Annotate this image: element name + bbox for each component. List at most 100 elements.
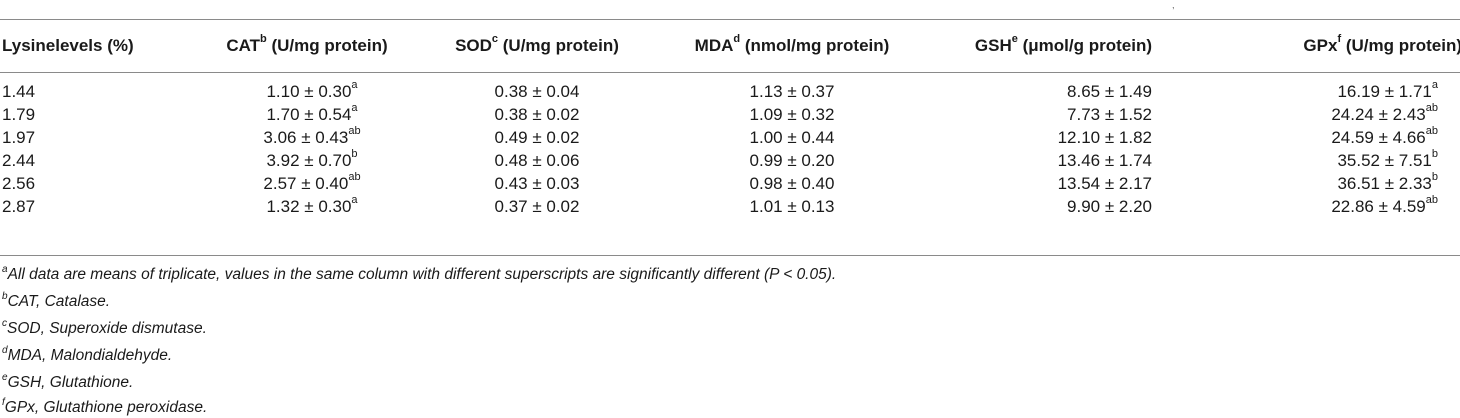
footnote: aAll data are means of triplicate, value… — [2, 264, 837, 284]
cell-superscript: ab — [348, 124, 361, 137]
cell-value: 24.24 ± 2.43 — [1331, 104, 1426, 124]
cell-superscript: ab — [1425, 124, 1438, 137]
table-body: 1.44 1.10 ± 0.30a 0.38 ± 0.04 1.13 ± 0.37 8.… — [0, 72, 1460, 218]
bottom-rule — [0, 255, 1460, 256]
cell-superscript: b — [351, 147, 358, 160]
footnote-marker: b — [2, 290, 8, 302]
cell-value: 9.90 ± 2.20 — [1067, 196, 1152, 216]
table-cell: 24.24 ± 2.43ab — [1192, 102, 1460, 126]
table-cell: 13.54 ± 2.17 — [922, 172, 1192, 195]
header-label: MDA — [694, 36, 734, 55]
header-cat: CATb (U/mg protein) — [202, 20, 412, 72]
table-cell: 1.32 ± 0.30a — [202, 193, 412, 218]
cell-value: 13.54 ± 2.17 — [1057, 173, 1152, 193]
header-rule — [0, 72, 1460, 73]
table-row: 2.44 3.92 ± 0.70b 0.48 ± 0.06 0.99 ± 0.20 13… — [0, 147, 1460, 172]
cell-value: 1.97 — [2, 127, 36, 147]
table-cell: 0.49 ± 0.02 — [412, 126, 662, 149]
footnote: bCAT, Catalase. — [2, 290, 111, 311]
cell-value: 2.44 — [2, 150, 36, 170]
header-label: SOD — [455, 36, 492, 55]
header-sup: e — [1011, 33, 1018, 46]
footnote-marker: f — [2, 396, 5, 408]
header-sup: b — [260, 33, 267, 46]
cell-superscript: b — [1431, 147, 1438, 160]
top-rule — [0, 19, 1460, 20]
header-unit: (U/mg protein) — [498, 36, 619, 55]
table-cell: 0.98 ± 0.40 — [662, 172, 922, 195]
cell-value: 2.57 ± 0.40 — [263, 173, 349, 193]
cell-value: 1.32 ± 0.30 — [266, 196, 352, 216]
header-sod: SODc (U/mg protein) — [412, 20, 662, 72]
table-cell: 3.06 ± 0.43ab — [202, 124, 412, 149]
header-label: CAT — [226, 36, 261, 55]
table-cell: 1.44 — [0, 72, 202, 103]
table-cell: 7.73 ± 1.52 — [922, 103, 1192, 126]
cell-value: 1.44 — [2, 81, 36, 101]
header-gsh: GSHe (μmol/g protein) — [922, 20, 1192, 72]
cell-value: 1.13 ± 0.37 — [749, 81, 835, 101]
table-cell: 12.10 ± 1.82 — [922, 126, 1192, 149]
footnote-marker: d — [2, 344, 8, 356]
cell-value: 0.38 ± 0.04 — [494, 81, 580, 101]
table-cell: 9.90 ± 2.20 — [922, 195, 1192, 218]
table-cell: 0.43 ± 0.03 — [412, 172, 662, 195]
footnote: eGSH, Glutathione. — [2, 372, 134, 392]
header-lysine: Lysinelevels (%) — [0, 20, 202, 72]
table-cell: 1.97 — [0, 126, 202, 149]
header-unit: (nmol/mg protein) — [740, 36, 890, 55]
table-cell: 35.52 ± 7.51b — [1192, 147, 1460, 172]
header-sup: c — [491, 33, 499, 46]
table-cell: 0.38 ± 0.04 — [412, 72, 662, 103]
cell-value: 1.01 ± 0.13 — [749, 196, 835, 216]
cell-value: 35.52 ± 7.51 — [1337, 150, 1432, 170]
table-row: 1.44 1.10 ± 0.30a 0.38 ± 0.04 1.13 ± 0.37 8.… — [0, 72, 1460, 103]
footnote-text: All data are means of triplicate, values… — [7, 266, 837, 283]
table-cell: 8.65 ± 1.49 — [922, 72, 1192, 103]
cell-superscript: b — [1431, 170, 1438, 183]
table-row: 2.56 2.57 ± 0.40ab 0.43 ± 0.03 0.98 ± 0.40 1… — [0, 170, 1460, 195]
table-cell: 13.46 ± 1.74 — [922, 149, 1192, 172]
table-row: 1.79 1.70 ± 0.54a 0.38 ± 0.02 1.09 ± 0.32 7.… — [0, 101, 1460, 126]
table-cell: 3.92 ± 0.70b — [202, 147, 412, 172]
cell-superscript: a — [351, 101, 358, 114]
cell-value: 2.87 — [2, 196, 36, 216]
cell-value: 1.10 ± 0.30 — [266, 81, 352, 101]
footnote-text: GPx, Glutathione peroxidase. — [4, 399, 208, 416]
cell-value: 0.38 ± 0.02 — [494, 104, 580, 124]
cell-value: 0.48 ± 0.06 — [494, 150, 580, 170]
cell-value: 3.92 ± 0.70 — [266, 150, 352, 170]
table-cell: 1.01 ± 0.13 — [662, 195, 922, 218]
table-cell: 36.51 ± 2.33b — [1192, 170, 1460, 195]
cell-value: 16.19 ± 1.71 — [1337, 81, 1432, 101]
cell-superscript: a — [351, 193, 358, 206]
cell-superscript: ab — [348, 170, 361, 183]
header-label: GSH — [974, 36, 1012, 55]
footnote-marker: c — [2, 317, 7, 329]
cell-value: 1.00 ± 0.44 — [749, 127, 835, 147]
data-table: Lysinelevels (%) CATb (U/mg protein) SOD… — [0, 20, 1460, 218]
cell-value: 13.46 ± 1.74 — [1057, 150, 1152, 170]
cell-value: 3.06 ± 0.43 — [263, 127, 349, 147]
cell-superscript: a — [351, 78, 358, 91]
footnote-text: GSH, Glutathione. — [7, 374, 134, 391]
table-cell: 0.37 ± 0.02 — [412, 195, 662, 218]
table-cell: 2.56 — [0, 172, 202, 195]
table-cell: 2.44 — [0, 149, 202, 172]
cell-value: 1.79 — [2, 104, 36, 124]
table-cell: 1.00 ± 0.44 — [662, 126, 922, 149]
footnote-text: SOD, Superoxide dismutase. — [7, 320, 207, 337]
footnote-text: CAT, Catalase. — [7, 293, 111, 310]
cell-value: 0.99 ± 0.20 — [749, 150, 835, 170]
header-gpx: GPxf (U/mg protein) — [1192, 20, 1460, 72]
cell-value: 22.86 ± 4.59 — [1331, 196, 1426, 216]
table-cell: 1.10 ± 0.30a — [202, 72, 412, 103]
header-sup: f — [1337, 33, 1342, 46]
footnote-text: MDA, Malondialdehyde. — [7, 347, 173, 364]
stray-mark: , — [1172, 0, 1175, 10]
header-unit: (U/mg protein) — [1341, 36, 1460, 55]
cell-value: 36.51 ± 2.33 — [1337, 173, 1432, 193]
cell-value: 1.70 ± 0.54 — [266, 104, 352, 124]
cell-value: 12.10 ± 1.82 — [1057, 127, 1152, 147]
table-cell: 0.48 ± 0.06 — [412, 149, 662, 172]
